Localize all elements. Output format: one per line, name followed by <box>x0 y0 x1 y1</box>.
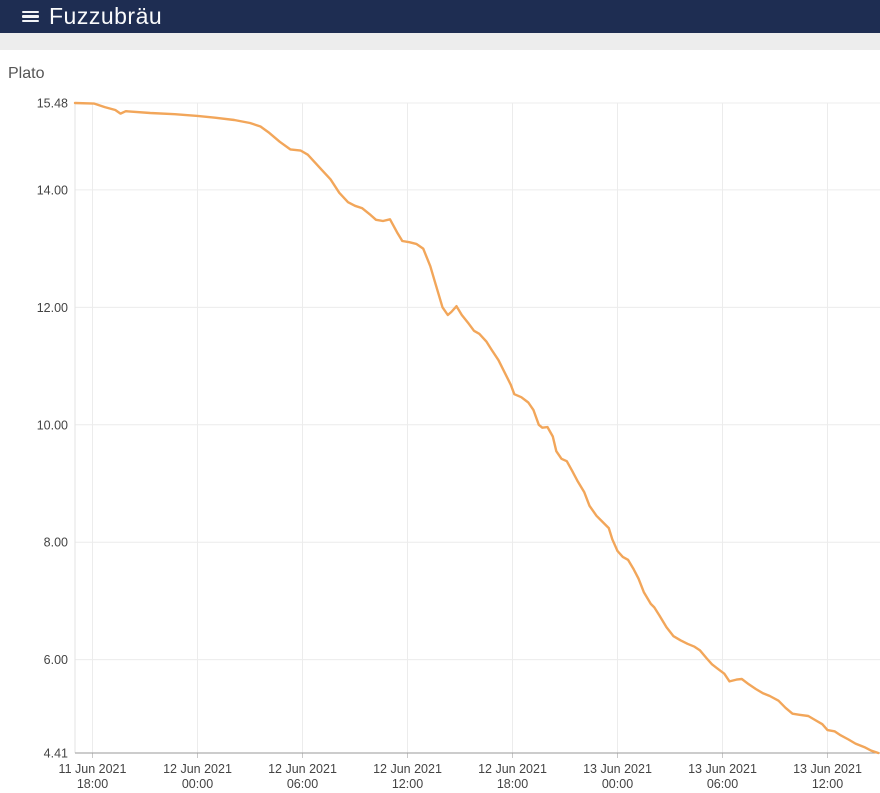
x-tick-time: 00:00 <box>182 777 213 791</box>
y-tick-label: 10.00 <box>37 418 68 432</box>
x-tick-date: 13 Jun 2021 <box>793 762 862 776</box>
x-tick-time: 06:00 <box>707 777 738 791</box>
y-tick-label: 12.00 <box>37 301 68 315</box>
x-tick-date: 12 Jun 2021 <box>373 762 442 776</box>
x-tick-date: 13 Jun 2021 <box>688 762 757 776</box>
x-tick-time: 12:00 <box>392 777 423 791</box>
x-tick-date: 12 Jun 2021 <box>478 762 547 776</box>
plato-series-path <box>73 101 880 755</box>
y-tick-label: 15.48 <box>37 97 68 111</box>
subheader-strip <box>0 33 880 50</box>
y-tick-label: 4.41 <box>44 747 68 761</box>
hamburger-icon <box>22 9 39 25</box>
x-tick-date: 12 Jun 2021 <box>268 762 337 776</box>
gridlines <box>75 102 880 754</box>
y-tick-label: 8.00 <box>44 536 68 550</box>
app-title: Fuzzubräu <box>49 3 163 29</box>
chart-title: Plato <box>8 65 45 82</box>
x-tick-date: 11 Jun 2021 <box>59 762 127 776</box>
y-tick-label: 6.00 <box>44 653 68 667</box>
x-tick-time: 12:00 <box>812 777 843 791</box>
series-line <box>73 101 880 755</box>
x-tick-time: 00:00 <box>602 777 633 791</box>
x-tick-time: 06:00 <box>287 777 318 791</box>
x-tick-time: 18:00 <box>77 777 108 791</box>
app-header: Fuzzubräu <box>0 0 880 33</box>
y-tick-label: 14.00 <box>37 183 68 197</box>
hamburger-menu-button[interactable] <box>0 9 39 25</box>
x-tick-time: 18:00 <box>497 777 528 791</box>
y-axis: 15.48 14.00 12.00 10.00 8.00 6.00 4.41 <box>37 97 76 761</box>
x-tick-date: 13 Jun 2021 <box>583 762 652 776</box>
x-tick-date: 12 Jun 2021 <box>163 762 232 776</box>
